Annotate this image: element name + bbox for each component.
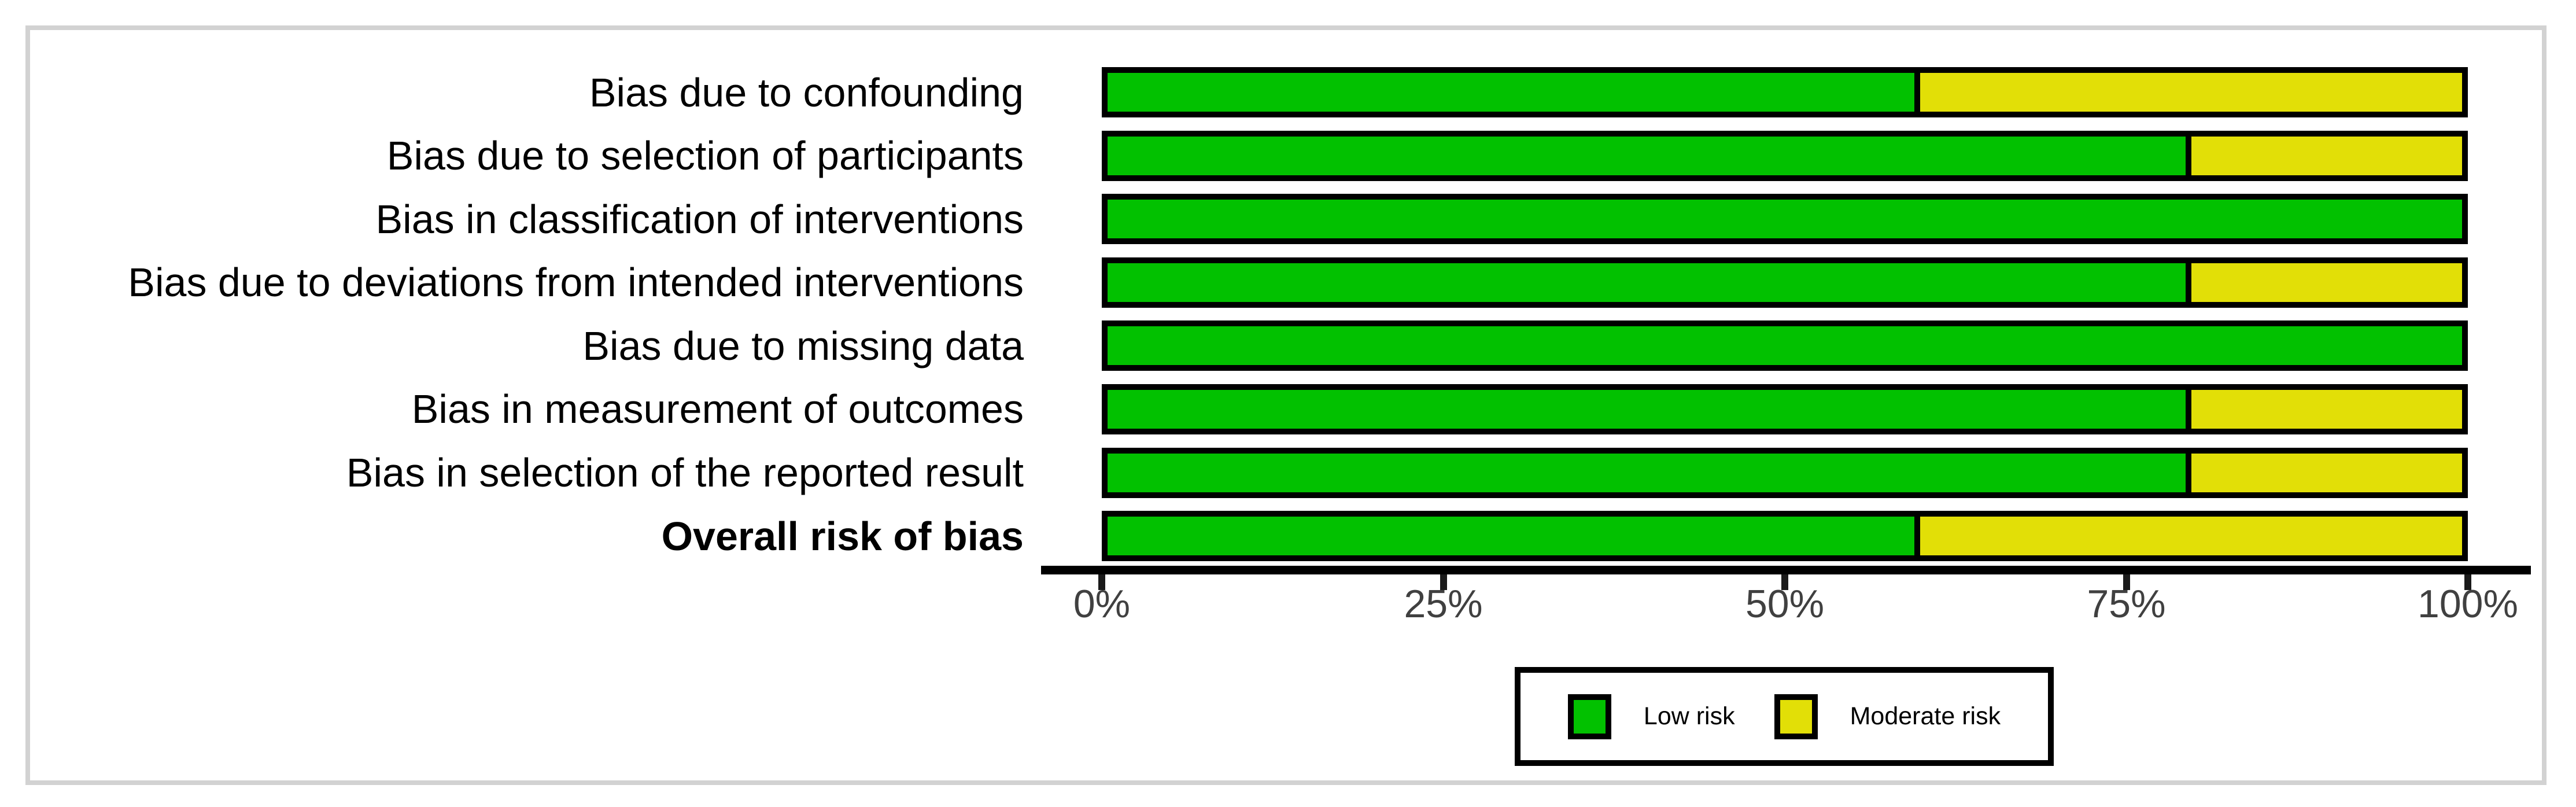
chart-row: Overall risk of bias [0,511,2576,562]
moderate-risk-segment [2191,389,2462,429]
legend-label-moderate-risk: Moderate risk [1850,702,2001,730]
low-risk-segment [1108,136,2191,175]
low-risk-segment [1108,73,1921,112]
stacked-bar [1102,320,2468,371]
moderate-risk-segment [1920,517,2462,556]
category-label: Bias due to missing data [582,323,1024,369]
stacked-bar [1102,67,2468,117]
category-label: Bias in measurement of outcomes [411,386,1024,432]
chart-row: Bias due to selection of participants [0,130,2576,181]
x-axis-tick-label: 25% [1404,582,1483,626]
category-label: Bias due to deviations from intended int… [128,260,1024,305]
x-axis-tick [2464,574,2471,590]
stacked-bar [1102,130,2468,181]
category-label: Bias in selection of the reported result [346,450,1024,496]
legend-item-low-risk: Low risk [1567,694,1735,739]
moderate-risk-segment [1920,73,2462,112]
category-label: Bias in classification of interventions [375,196,1024,242]
low-risk-segment [1108,326,2462,366]
chart-row: Bias in measurement of outcomes [0,384,2576,434]
stacked-bar [1102,511,2468,562]
chart-row: Bias due to deviations from intended int… [0,257,2576,308]
stacked-bar [1102,384,2468,434]
chart-row: Bias in selection of the reported result [0,447,2576,498]
legend-item-moderate-risk: Moderate risk [1774,694,2001,739]
chart-row: Bias in classification of interventions [0,194,2576,245]
moderate-risk-segment [2191,453,2462,492]
stacked-bar [1102,447,2468,498]
x-axis-tick-label: 50% [1745,582,1825,626]
low-risk-segment [1108,389,2191,429]
low-risk-segment [1108,517,1921,556]
low-risk-segment [1108,453,2191,492]
category-label: Bias due to selection of participants [386,133,1024,179]
low-risk-segment [1108,263,2191,302]
category-label: Overall risk of bias [661,513,1024,559]
chart-row: Bias due to missing data [0,320,2576,371]
outer-frame [25,25,2547,785]
x-axis-tick-label: 100% [2418,582,2518,626]
low-risk-swatch [1567,694,1611,739]
low-risk-segment [1108,200,2462,239]
moderate-risk-swatch [1774,694,1818,739]
x-axis-tick-label: 0% [1073,582,1131,626]
moderate-risk-segment [2191,263,2462,302]
legend-label-low-risk: Low risk [1643,702,1735,730]
x-axis-tick [1098,574,1105,590]
x-axis-tick [2123,574,2130,590]
bar-rows: Bias due to confounding Bias due to sele… [0,67,2576,574]
x-axis-tick-label: 75% [2087,582,2166,626]
chart-row: Bias due to confounding [0,67,2576,117]
stacked-bar [1102,194,2468,245]
x-axis-tick [1781,574,1788,590]
category-label: Bias due to confounding [589,69,1024,115]
x-axis-line [1041,566,2531,574]
legend: Low risk Moderate risk [1515,667,2054,766]
stacked-bar [1102,257,2468,308]
x-axis-tick [1440,574,1447,590]
moderate-risk-segment [2191,136,2462,175]
